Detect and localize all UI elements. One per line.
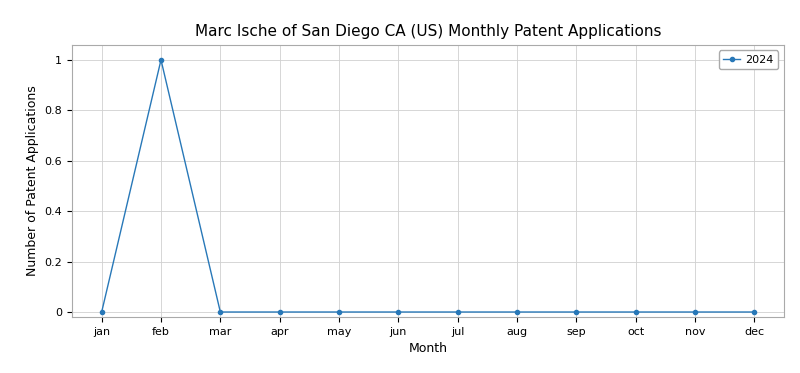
Legend: 2024: 2024 (719, 50, 778, 69)
2024 (750, 310, 759, 314)
Line: 2024: 2024 (99, 58, 757, 314)
X-axis label: Month: Month (409, 342, 447, 355)
2024 (631, 310, 641, 314)
Y-axis label: Number of Patent Applications: Number of Patent Applications (26, 85, 39, 276)
2024 (512, 310, 522, 314)
2024 (571, 310, 581, 314)
2024 (394, 310, 403, 314)
2024 (97, 310, 106, 314)
2024 (156, 58, 166, 62)
2024 (275, 310, 285, 314)
2024 (453, 310, 462, 314)
Title: Marc Ische of San Diego CA (US) Monthly Patent Applications: Marc Ische of San Diego CA (US) Monthly … (194, 24, 662, 40)
2024 (334, 310, 344, 314)
2024 (215, 310, 225, 314)
2024 (690, 310, 700, 314)
